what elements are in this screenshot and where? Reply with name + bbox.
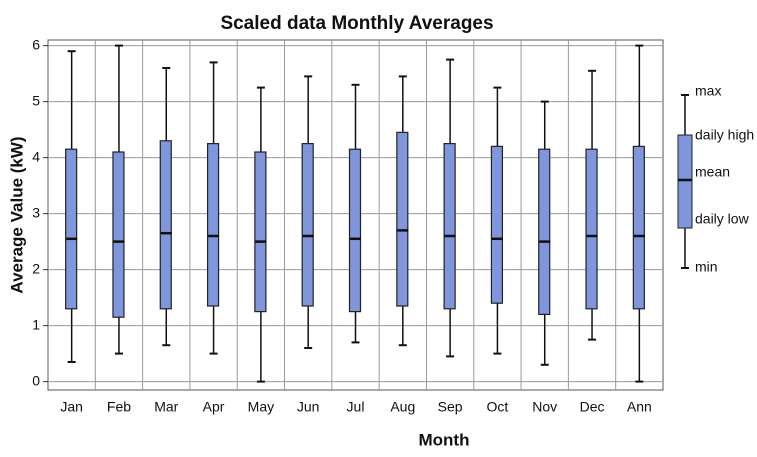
x-tick-label: Nov: [532, 399, 557, 415]
y-tick-label: 2: [32, 260, 40, 276]
box: [538, 148, 551, 315]
x-tick-label: Aug: [390, 399, 415, 415]
x-tick-label: Mar: [154, 399, 178, 415]
legend-label: min: [695, 259, 718, 275]
box: [585, 148, 598, 310]
box: [112, 151, 125, 318]
box: [301, 143, 314, 307]
box: [65, 148, 78, 310]
x-tick-label: Ann: [627, 399, 652, 415]
x-tick-label: Jun: [297, 399, 320, 415]
y-tick-label: 1: [32, 316, 40, 332]
x-tick-label: Feb: [107, 399, 131, 415]
y-tick-label: 4: [32, 148, 40, 164]
box: [443, 143, 456, 310]
box: [206, 143, 220, 307]
x-axis-label: Month: [419, 430, 470, 449]
chart-title: Scaled data Monthly Averages: [220, 13, 493, 34]
legend-label: max: [695, 83, 721, 99]
box: [159, 140, 172, 310]
box: [632, 145, 645, 310]
box: [348, 148, 362, 313]
x-tick-label: Dec: [580, 399, 605, 415]
legend-label: mean: [695, 164, 730, 180]
y-tick-label: 3: [32, 204, 40, 220]
box: [254, 151, 267, 313]
y-axis-label: Average Value (kW): [7, 136, 26, 293]
box: [490, 145, 504, 304]
box: [396, 131, 409, 307]
y-tick-label: 6: [32, 36, 40, 52]
x-tick-label: Sep: [438, 399, 463, 415]
legend-label: daily low: [695, 211, 750, 227]
y-tick-label: 5: [32, 92, 40, 108]
y-tick-label: 0: [32, 372, 40, 388]
x-tick-label: Jan: [60, 399, 83, 415]
x-tick-label: May: [248, 399, 274, 415]
x-tick-label: Jul: [347, 399, 365, 415]
legend-label: daily high: [695, 127, 754, 143]
x-tick-label: Oct: [487, 399, 509, 415]
legend-box: [677, 134, 693, 229]
x-tick-label: Apr: [203, 399, 225, 415]
